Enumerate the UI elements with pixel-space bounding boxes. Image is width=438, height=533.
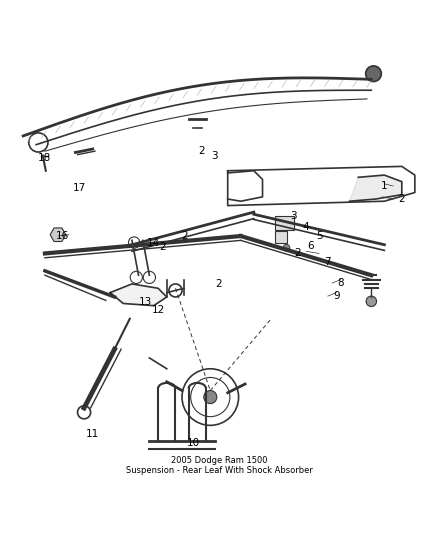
Text: 12: 12 <box>152 305 165 315</box>
Text: 8: 8 <box>338 278 344 288</box>
Text: 10: 10 <box>186 438 199 448</box>
Text: 3: 3 <box>212 150 218 160</box>
Polygon shape <box>110 284 167 305</box>
Text: 3: 3 <box>290 212 296 221</box>
Circle shape <box>366 66 381 82</box>
Text: 2: 2 <box>181 231 187 241</box>
Text: 2: 2 <box>294 248 300 259</box>
Text: 2: 2 <box>215 279 223 289</box>
Text: 2: 2 <box>198 146 205 156</box>
Text: 2: 2 <box>399 194 405 204</box>
Text: 5: 5 <box>316 231 322 241</box>
Circle shape <box>204 391 217 403</box>
Circle shape <box>366 296 377 306</box>
Text: 14: 14 <box>147 238 160 247</box>
Text: 16: 16 <box>56 231 69 241</box>
Circle shape <box>283 244 290 251</box>
Text: 2005 Dodge Ram 1500
Suspension - Rear Leaf With Shock Absorber: 2005 Dodge Ram 1500 Suspension - Rear Le… <box>126 456 312 475</box>
Polygon shape <box>50 228 66 241</box>
Text: 1: 1 <box>381 181 388 191</box>
Text: 7: 7 <box>325 257 331 267</box>
Text: 13: 13 <box>138 297 152 307</box>
Text: 17: 17 <box>73 183 86 193</box>
Text: 18: 18 <box>38 152 52 163</box>
FancyBboxPatch shape <box>275 215 294 230</box>
FancyBboxPatch shape <box>275 231 287 244</box>
Text: 11: 11 <box>86 429 99 439</box>
Text: 9: 9 <box>333 291 340 301</box>
Polygon shape <box>350 175 402 201</box>
Text: 2: 2 <box>159 242 166 252</box>
Text: 6: 6 <box>307 240 314 251</box>
Text: 4: 4 <box>303 222 309 232</box>
